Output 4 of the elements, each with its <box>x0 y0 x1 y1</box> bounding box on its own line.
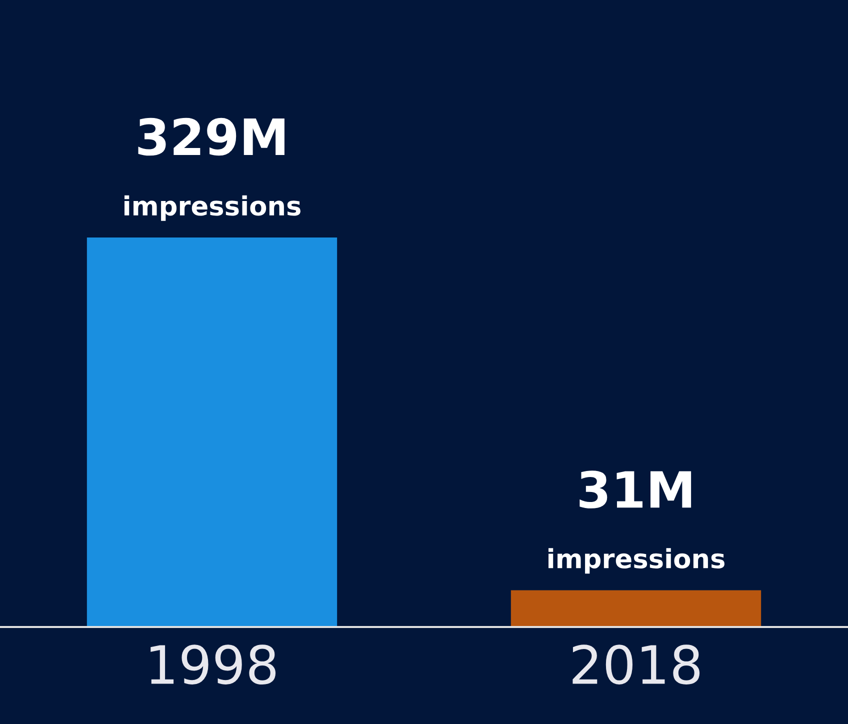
data-label: 329M impressions <box>124 118 300 221</box>
x-tick-label: 2018 <box>572 644 700 685</box>
x-tick-label: 1998 <box>150 644 276 685</box>
data-label: 31M impressions <box>548 470 724 574</box>
